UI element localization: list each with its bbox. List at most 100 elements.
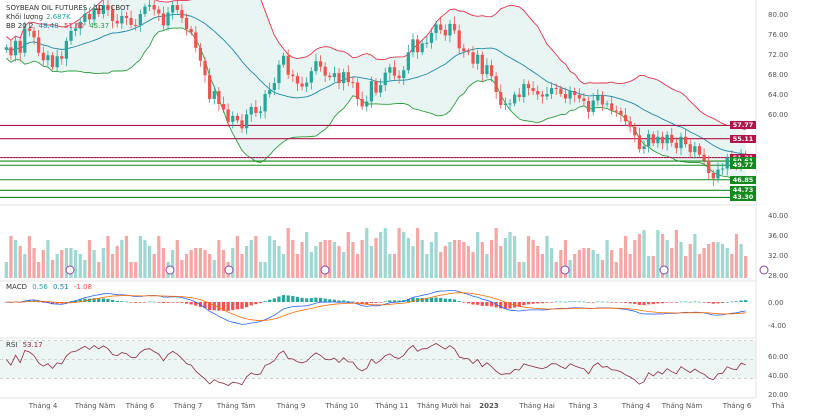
price-candles xyxy=(4,0,748,186)
volume-bar xyxy=(295,254,300,278)
macd-histogram-bar xyxy=(120,301,124,302)
volume-bar xyxy=(337,246,341,278)
volume-bar xyxy=(517,262,521,278)
candle-body xyxy=(64,40,69,59)
candle-body xyxy=(679,136,683,149)
candle-body xyxy=(198,47,203,61)
volume-bar xyxy=(522,262,526,278)
macd-histogram-bar xyxy=(55,302,59,304)
volume-bar xyxy=(46,240,50,278)
candle-body xyxy=(628,121,632,127)
macd-histogram-bar xyxy=(379,302,383,303)
volume-bar xyxy=(87,240,92,278)
volume-bar xyxy=(221,250,226,278)
macd-histogram-bar xyxy=(744,300,748,302)
volume-bar xyxy=(411,246,415,278)
candle-body xyxy=(670,134,674,143)
volume-bar xyxy=(198,248,203,278)
volume-bar xyxy=(443,246,447,278)
macd-histogram-bar xyxy=(244,302,249,308)
volume-bar xyxy=(716,242,720,278)
candle-body xyxy=(526,84,531,89)
event-marker-icon xyxy=(560,265,570,275)
candle-body xyxy=(23,28,27,53)
macd-histogram-bar xyxy=(725,301,729,303)
volume-bar xyxy=(351,242,355,278)
macd-histogram-bar xyxy=(240,302,244,309)
macd-pane xyxy=(4,289,748,325)
macd-histogram-bar xyxy=(707,302,711,304)
volume-bar xyxy=(254,236,258,278)
volume-bar xyxy=(217,240,221,278)
macd-histogram-bar xyxy=(397,300,401,302)
macd-histogram-bar xyxy=(688,301,692,303)
macd-histogram-bar xyxy=(591,302,595,303)
candle-body xyxy=(379,85,383,93)
macd-histogram-bar xyxy=(309,298,313,302)
time-tick: Tháng Mười hai xyxy=(417,402,471,410)
macd-histogram-bar xyxy=(526,302,531,305)
candle-body xyxy=(707,160,711,174)
volume-bar xyxy=(554,262,558,278)
macd-histogram-bar xyxy=(623,302,628,303)
volume-bar xyxy=(596,254,600,278)
candle-body xyxy=(157,9,161,14)
macd-histogram-bar xyxy=(720,302,725,303)
volume-bar xyxy=(157,236,161,278)
macd-histogram-bar xyxy=(106,298,110,302)
candle-body xyxy=(397,75,401,79)
candle-body xyxy=(55,56,59,68)
candle-body xyxy=(443,29,447,36)
volume-bar xyxy=(563,240,568,278)
macd-histogram-bar xyxy=(508,302,512,309)
macd-histogram-bar xyxy=(291,295,295,302)
candle-body xyxy=(471,52,475,64)
volume-bar xyxy=(540,254,544,278)
macd-histogram-bar xyxy=(374,302,378,303)
macd-histogram-bar xyxy=(249,302,253,306)
candle-body xyxy=(27,28,32,31)
level-tag: 44.73 xyxy=(730,186,756,195)
macd-histogram-bar xyxy=(180,302,184,303)
macd-histogram-bar xyxy=(647,302,651,305)
volume-bar xyxy=(383,228,387,278)
volume-bar xyxy=(203,250,207,278)
candle-body xyxy=(374,81,378,93)
candle-body xyxy=(286,55,290,75)
macd-histogram-bar xyxy=(314,297,318,302)
macd-histogram-bar xyxy=(161,302,166,303)
candle-body xyxy=(281,55,286,65)
macd-histogram-bar xyxy=(600,301,605,303)
candle-body xyxy=(392,67,397,76)
volume-bar xyxy=(549,248,554,278)
candle-body xyxy=(346,72,350,83)
macd-histogram-bar xyxy=(318,297,323,302)
macd-histogram-bar xyxy=(471,302,475,305)
rsi-legend: RSI 53.17 xyxy=(6,341,43,349)
macd-histogram-bar xyxy=(674,302,678,303)
volume-bar xyxy=(526,236,531,278)
volume-bar xyxy=(134,262,138,278)
candle-body xyxy=(323,66,327,76)
volume-bar xyxy=(439,252,443,278)
macd-histogram-bar xyxy=(300,297,304,302)
candle-body xyxy=(425,42,429,44)
candle-body xyxy=(522,84,526,98)
macd-histogram-bar xyxy=(517,302,521,307)
macd-histogram-bar xyxy=(231,302,235,311)
volume-bar xyxy=(415,228,420,278)
macd-histogram-bar xyxy=(143,302,147,303)
macd-histogram-bar xyxy=(369,302,373,304)
candle-body xyxy=(582,98,586,101)
macd-histogram-bar xyxy=(129,302,133,303)
volume-bar xyxy=(503,238,508,278)
macd-histogram-bar xyxy=(554,301,558,303)
volume-bar xyxy=(244,246,249,278)
macd-histogram-bar xyxy=(452,299,457,302)
macd-histogram-bar xyxy=(476,302,480,305)
candle-body xyxy=(138,14,142,26)
volume-bar xyxy=(115,246,119,278)
volume-bar xyxy=(683,256,688,278)
candle-body xyxy=(32,30,36,38)
